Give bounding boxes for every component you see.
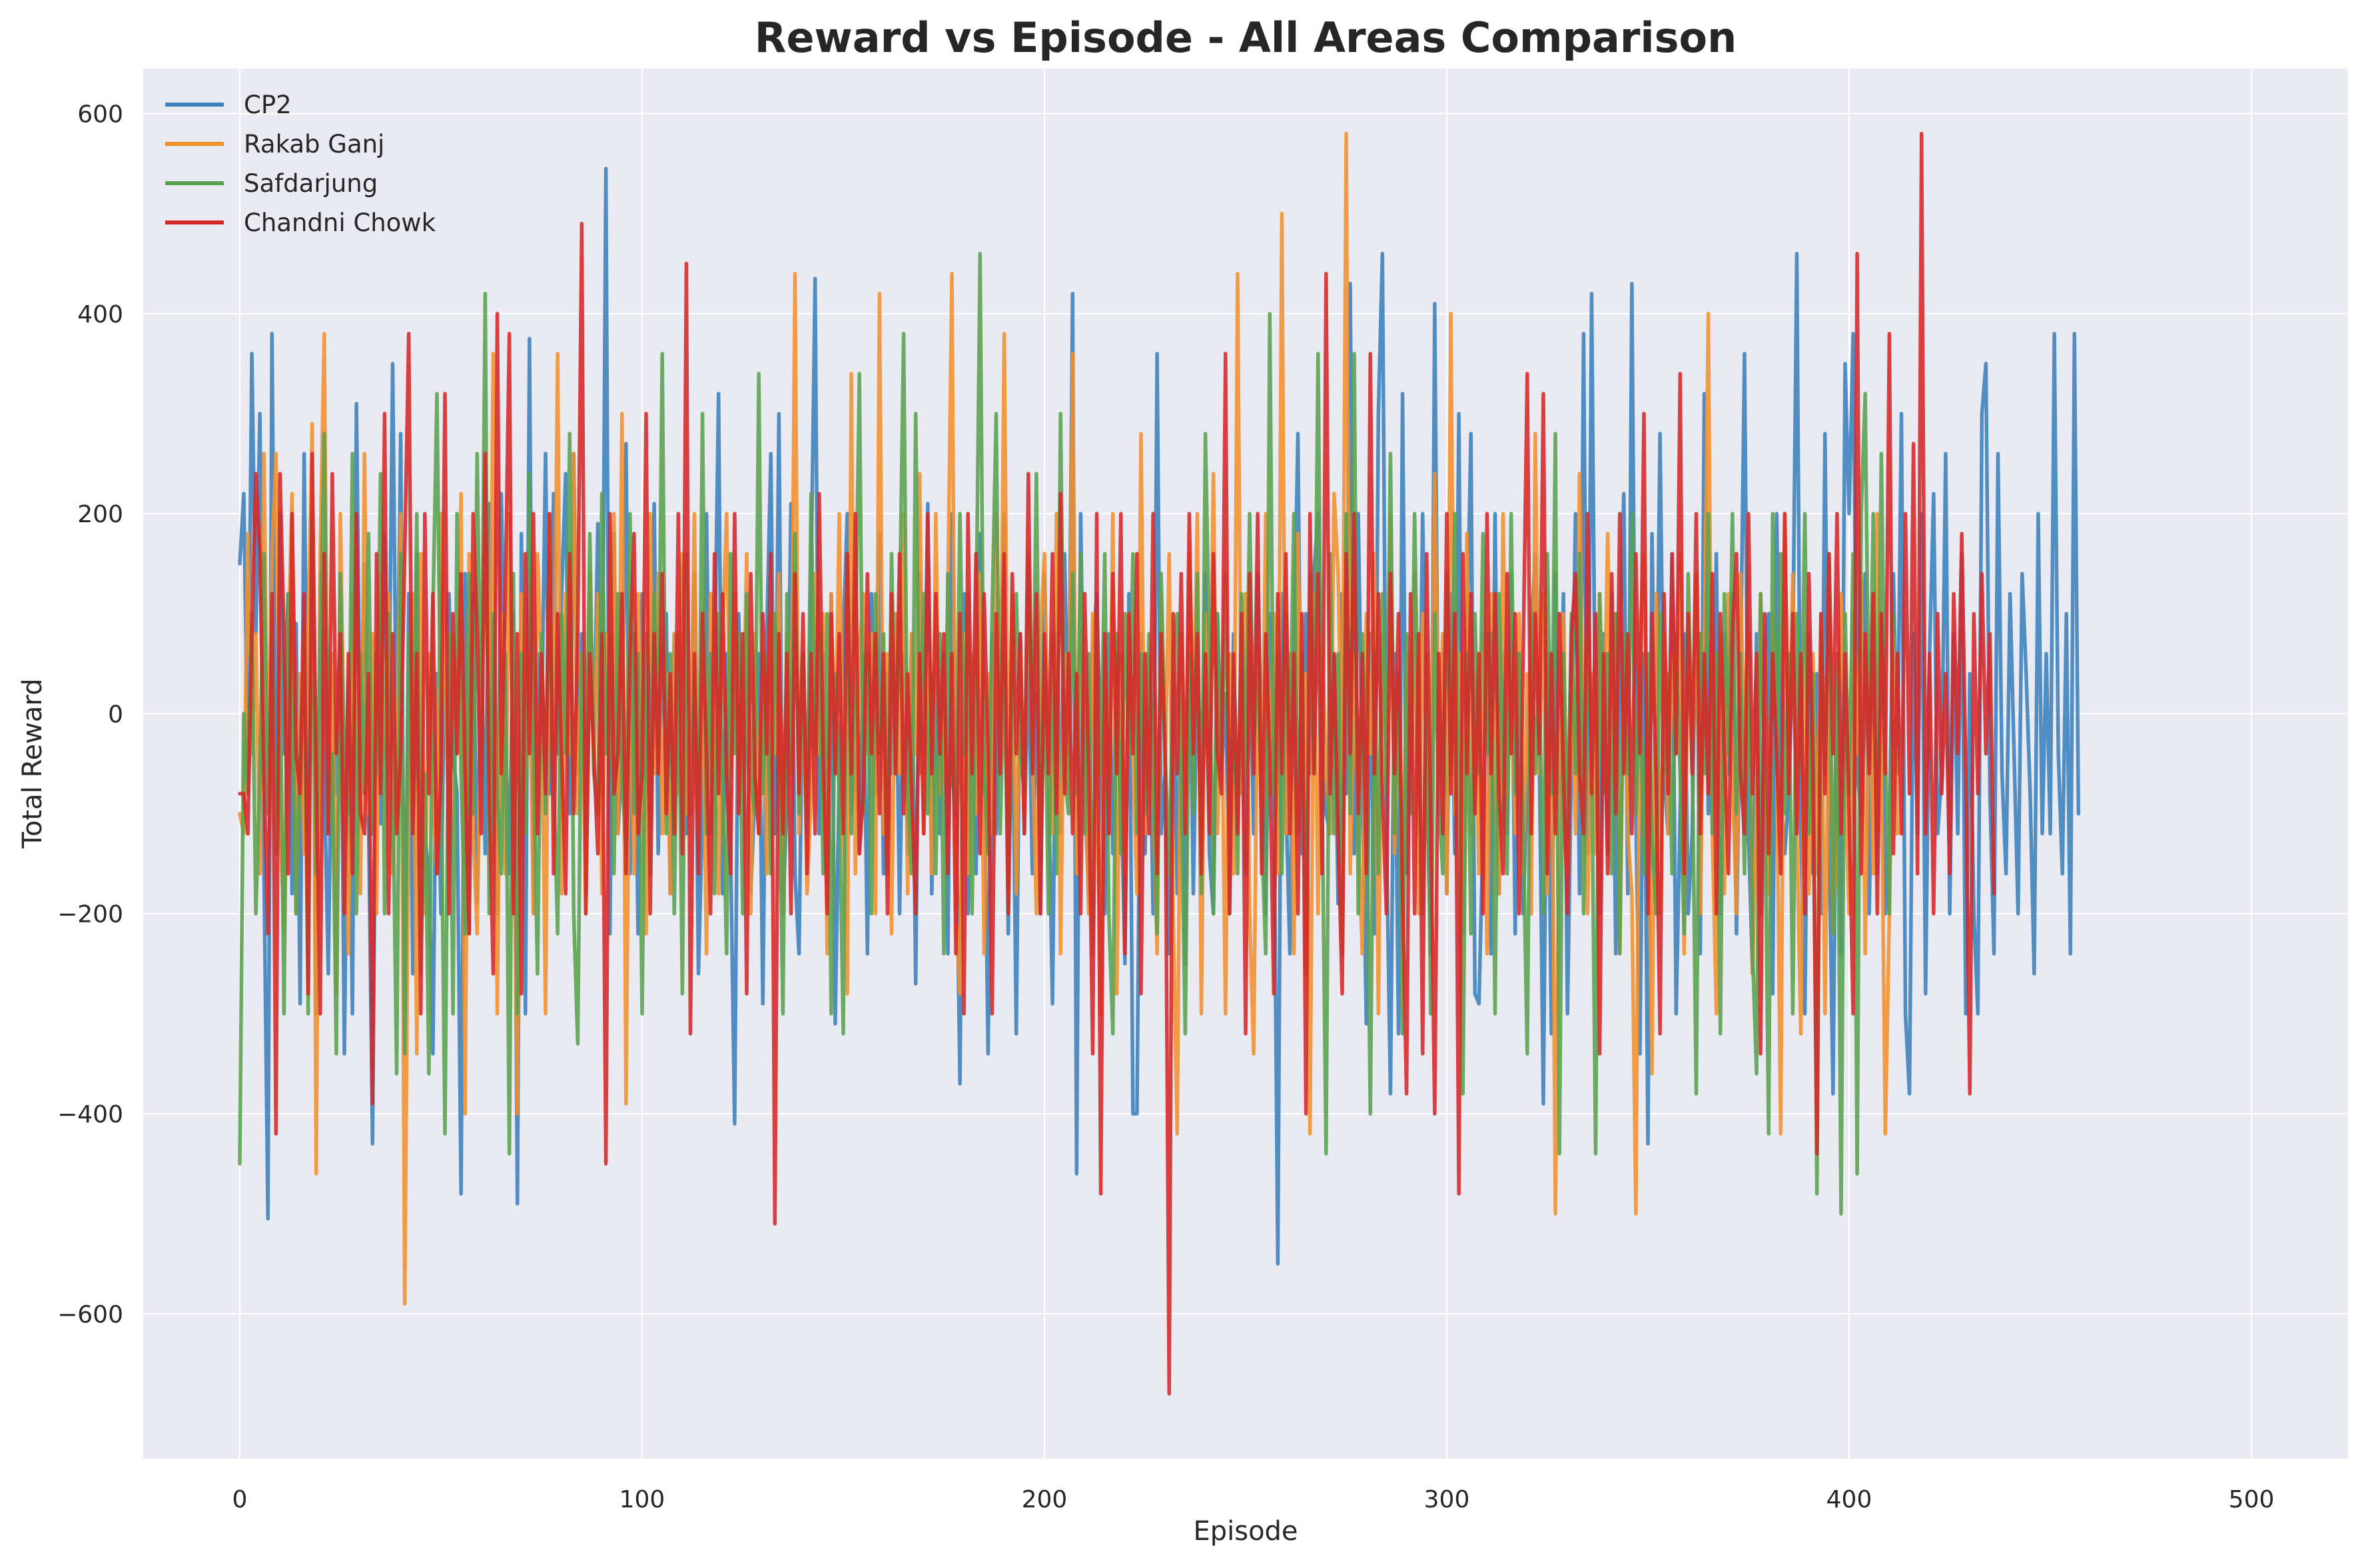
series-layer xyxy=(238,131,2081,1396)
legend-label: Rakab Ganj xyxy=(244,130,384,159)
legend-label: CP2 xyxy=(244,91,292,119)
y-tick-label: −400 xyxy=(57,1101,123,1128)
y-tick-label: 200 xyxy=(77,501,123,528)
tick-labels: 0 100 200 300 400 500 −600 −400 −200 0 200 400 600 xyxy=(57,101,2274,1513)
series-line-chandni-chowk xyxy=(238,131,1996,1396)
legend-label: Chandni Chowk xyxy=(244,208,436,237)
x-axis-label: Episode xyxy=(1193,1516,1298,1547)
x-tick-label: 400 xyxy=(1826,1486,1872,1513)
y-tick-label: 600 xyxy=(77,101,123,129)
x-tick-label: 300 xyxy=(1424,1486,1470,1513)
x-tick-label: 200 xyxy=(1022,1486,1068,1513)
y-axis-label: Total Reward xyxy=(17,678,48,849)
x-tick-label: 500 xyxy=(2229,1486,2275,1513)
x-tick-label: 100 xyxy=(619,1486,665,1513)
y-tick-label: −600 xyxy=(57,1301,123,1328)
y-tick-label: −200 xyxy=(57,901,123,929)
legend: CP2 Rakab Ganj Safdarjung Chandni Chowk xyxy=(165,91,436,237)
grid-lines xyxy=(143,69,2348,1459)
y-tick-label: 400 xyxy=(77,301,123,328)
legend-label: Safdarjung xyxy=(244,169,378,198)
chart-title: Reward vs Episode - All Areas Comparison xyxy=(755,13,1737,62)
y-tick-label: 0 xyxy=(108,701,123,728)
x-tick-label: 0 xyxy=(232,1486,248,1513)
